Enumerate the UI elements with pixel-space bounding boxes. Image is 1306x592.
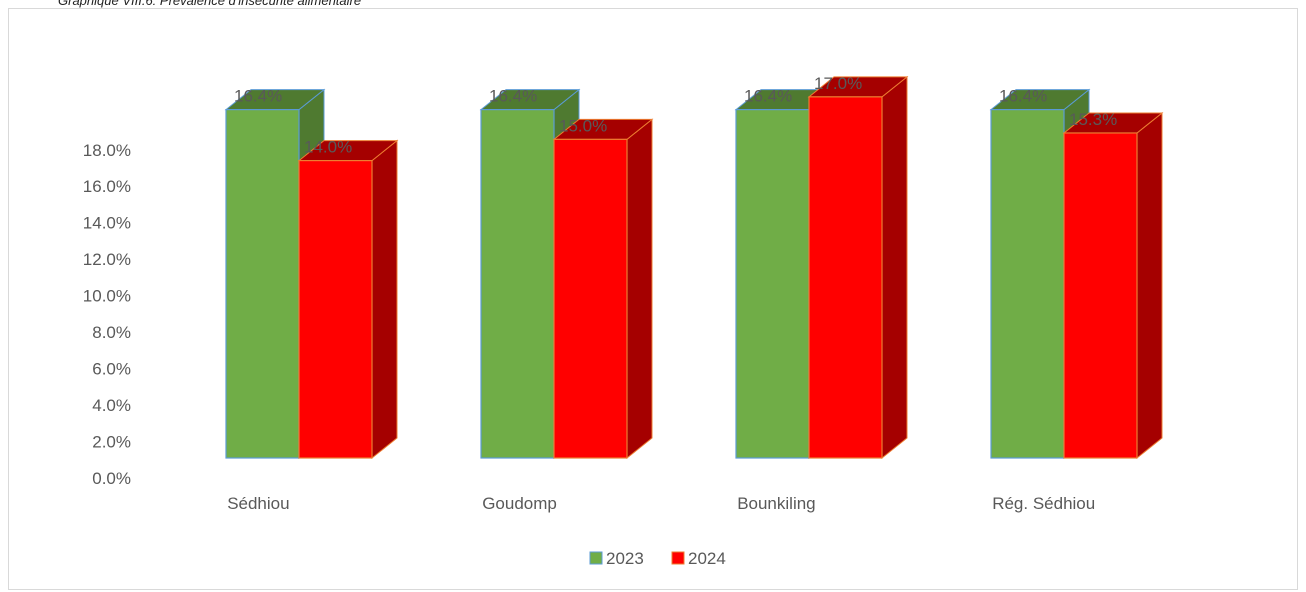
data-label: 15.0% [559, 116, 607, 135]
bar-reg-sedhiou-2024 [1063, 132, 1138, 459]
data-label: 16.4% [234, 87, 282, 106]
y-tick-label: 18.0% [83, 141, 131, 160]
y-tick-label: 12.0% [83, 250, 131, 269]
data-label: 17.0% [814, 74, 862, 93]
bar-bounkiling-2024 [808, 96, 883, 459]
x-category-label: Sédhiou [227, 494, 289, 513]
data-label: 16.4% [489, 87, 537, 106]
x-category-label: Bounkiling [737, 494, 815, 513]
y-tick-label: 0.0% [92, 469, 131, 488]
x-category-label: Rég. Sédhiou [992, 494, 1095, 513]
y-tick-label: 6.0% [92, 360, 131, 379]
legend-swatch-2023 [589, 551, 603, 565]
data-label: 14.0% [304, 138, 352, 157]
data-label: 16.4% [999, 87, 1047, 106]
bar-sedhiou-2023 [225, 109, 300, 459]
data-label: 15.3% [1069, 110, 1117, 129]
legend-label-2024: 2024 [688, 549, 726, 568]
y-tick-label: 4.0% [92, 396, 131, 415]
y-tick-label: 8.0% [92, 323, 131, 342]
bar-bounkiling-2023 [735, 109, 810, 459]
bar-sedhiou-2024 [298, 159, 373, 459]
y-tick-label: 14.0% [83, 214, 131, 233]
data-label: 16.4% [744, 87, 792, 106]
bar-reg-sedhiou-2024-side [1136, 111, 1163, 460]
legend-label-2023: 2023 [606, 549, 644, 568]
x-category-label: Goudomp [482, 494, 557, 513]
bar-reg-sedhiou-2023 [990, 109, 1065, 459]
y-tick-label: 16.0% [83, 177, 131, 196]
chart-caption: Graphique VIII.6: Prévalence d'insécurit… [58, 0, 362, 8]
bar-bounkiling-2024-side [881, 75, 908, 460]
y-tick-label: 2.0% [92, 433, 131, 452]
legend-swatch-2024 [671, 551, 685, 565]
bar-goudomp-2023 [480, 109, 555, 459]
bar-goudomp-2024-side [626, 118, 653, 460]
bar-sedhiou-2024-side [371, 139, 398, 460]
y-tick-label: 10.0% [83, 287, 131, 306]
bar-goudomp-2024 [553, 138, 628, 459]
